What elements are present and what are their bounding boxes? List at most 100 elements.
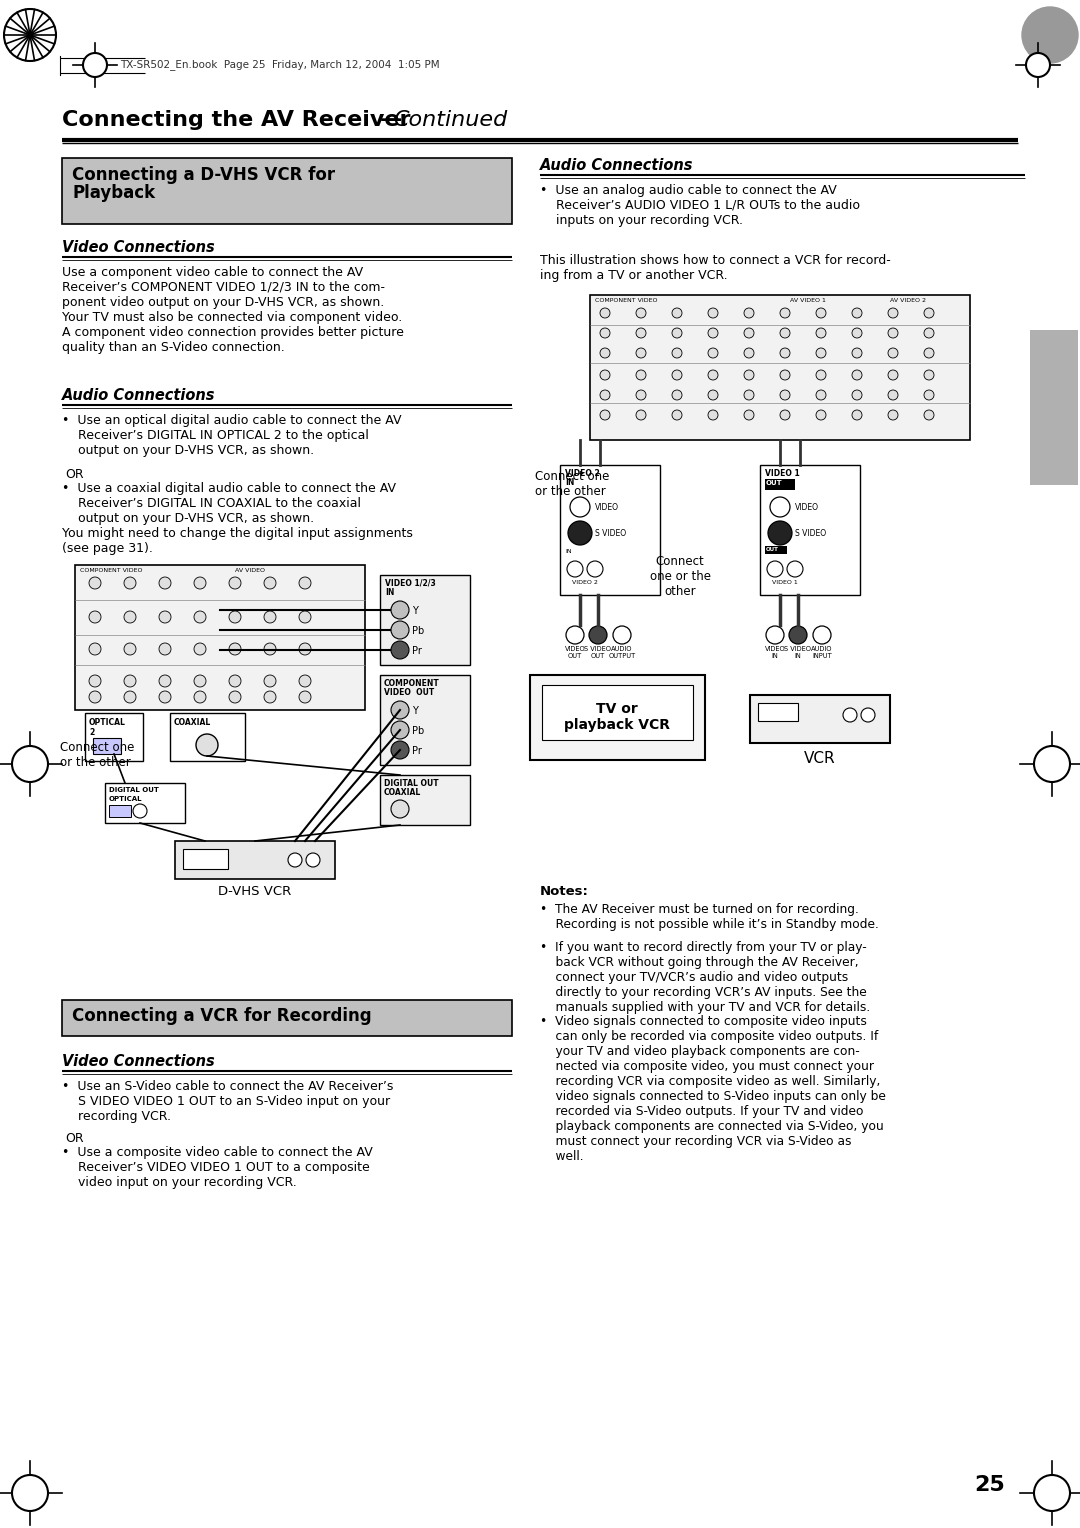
Text: Connecting a VCR for Recording: Connecting a VCR for Recording [72,1007,372,1025]
Text: •  Use an S-Video cable to connect the AV Receiver’s
    S VIDEO VIDEO 1 OUT to : • Use an S-Video cable to connect the AV… [62,1080,393,1123]
Text: OR: OR [65,468,83,481]
Circle shape [159,578,171,588]
Circle shape [194,675,206,688]
Circle shape [89,675,102,688]
Circle shape [852,329,862,338]
Text: COMPONENT: COMPONENT [384,678,440,688]
Circle shape [391,601,409,619]
Text: IN: IN [565,549,571,555]
Circle shape [813,626,831,643]
Text: S VIDEO
IN: S VIDEO IN [784,646,811,659]
Circle shape [744,390,754,400]
Circle shape [124,691,136,703]
Bar [109,805,131,817]
Text: COMPONENT VIDEO: COMPONENT VIDEO [595,298,658,303]
Circle shape [672,390,681,400]
Text: AV VIDEO 1: AV VIDEO 1 [789,298,826,303]
Circle shape [600,329,610,338]
Circle shape [888,348,897,358]
Circle shape [816,390,826,400]
Circle shape [588,561,603,578]
Text: COMPONENT VIDEO: COMPONENT VIDEO [80,568,143,573]
Circle shape [852,370,862,380]
Circle shape [636,329,646,338]
Text: DIGITAL OUT: DIGITAL OUT [109,787,159,793]
Circle shape [299,691,311,703]
Bar [93,738,121,753]
Circle shape [391,701,409,720]
Bar [75,565,365,711]
Circle shape [391,741,409,759]
Circle shape [924,390,934,400]
Circle shape [888,390,897,400]
Circle shape [1034,1475,1070,1511]
Text: Use a component video cable to connect the AV
Receiver’s COMPONENT VIDEO 1/2/3 I: Use a component video cable to connect t… [62,266,404,354]
Circle shape [744,410,754,420]
Circle shape [600,390,610,400]
Circle shape [133,804,147,817]
Text: S VIDEO
OUT: S VIDEO OUT [584,646,611,659]
Text: Pr: Pr [411,646,422,656]
Text: •  Use a coaxial digital audio cable to connect the AV
    Receiver’s DIGITAL IN: • Use a coaxial digital audio cable to c… [62,481,413,555]
Circle shape [299,675,311,688]
Text: OPTICAL: OPTICAL [89,718,126,727]
Text: Connecting a D-VHS VCR for: Connecting a D-VHS VCR for [72,167,335,183]
Circle shape [744,348,754,358]
Circle shape [708,309,718,318]
Circle shape [566,626,584,643]
Text: Connect one
or the other: Connect one or the other [60,741,134,769]
Circle shape [888,370,897,380]
Circle shape [195,733,218,756]
Circle shape [852,348,862,358]
Circle shape [194,691,206,703]
Circle shape [636,309,646,318]
Text: VIDEO 1/2/3: VIDEO 1/2/3 [384,579,435,588]
Text: VIDEO 2: VIDEO 2 [572,581,598,585]
Text: VIDEO  OUT: VIDEO OUT [384,688,434,697]
Circle shape [194,578,206,588]
Circle shape [391,620,409,639]
Text: VIDEO 1: VIDEO 1 [772,581,798,585]
Circle shape [288,853,302,866]
Circle shape [83,53,107,76]
Text: COAXIAL: COAXIAL [384,788,421,798]
Text: This illustration shows how to connect a VCR for record-
ing from a TV or anothe: This illustration shows how to connect a… [540,254,891,283]
Text: AUDIO
OUTPUT: AUDIO OUTPUT [608,646,636,659]
Circle shape [708,348,718,358]
Text: 25: 25 [974,1475,1005,1494]
Text: D-VHS VCR: D-VHS VCR [218,885,292,898]
Circle shape [124,675,136,688]
Text: IN: IN [565,478,575,487]
Circle shape [299,578,311,588]
Text: Pb: Pb [411,726,424,736]
Circle shape [816,410,826,420]
Circle shape [229,611,241,623]
Bar [380,675,470,766]
Bar [542,685,693,740]
Circle shape [391,642,409,659]
Circle shape [1022,8,1078,63]
Circle shape [924,348,934,358]
Circle shape [636,370,646,380]
Circle shape [789,626,807,643]
Circle shape [568,521,592,545]
Text: Y: Y [411,607,418,616]
Circle shape [888,410,897,420]
Circle shape [391,801,409,817]
Text: •  If you want to record directly from your TV or play-
    back VCR without goi: • If you want to record directly from yo… [540,941,870,1015]
Text: Pr: Pr [411,746,422,756]
Text: DIGITAL OUT: DIGITAL OUT [384,779,438,788]
Text: VIDEO
OUT: VIDEO OUT [565,646,585,659]
Text: AV VIDEO 2: AV VIDEO 2 [890,298,926,303]
Text: Audio Connections: Audio Connections [540,157,693,173]
Circle shape [1034,746,1070,782]
Circle shape [124,611,136,623]
Text: Pb: Pb [411,626,424,636]
Circle shape [264,643,276,656]
Text: OPTICAL: OPTICAL [109,796,143,802]
Circle shape [600,309,610,318]
Circle shape [672,410,681,420]
Circle shape [888,329,897,338]
Bar [380,775,470,825]
Bar [85,714,143,761]
